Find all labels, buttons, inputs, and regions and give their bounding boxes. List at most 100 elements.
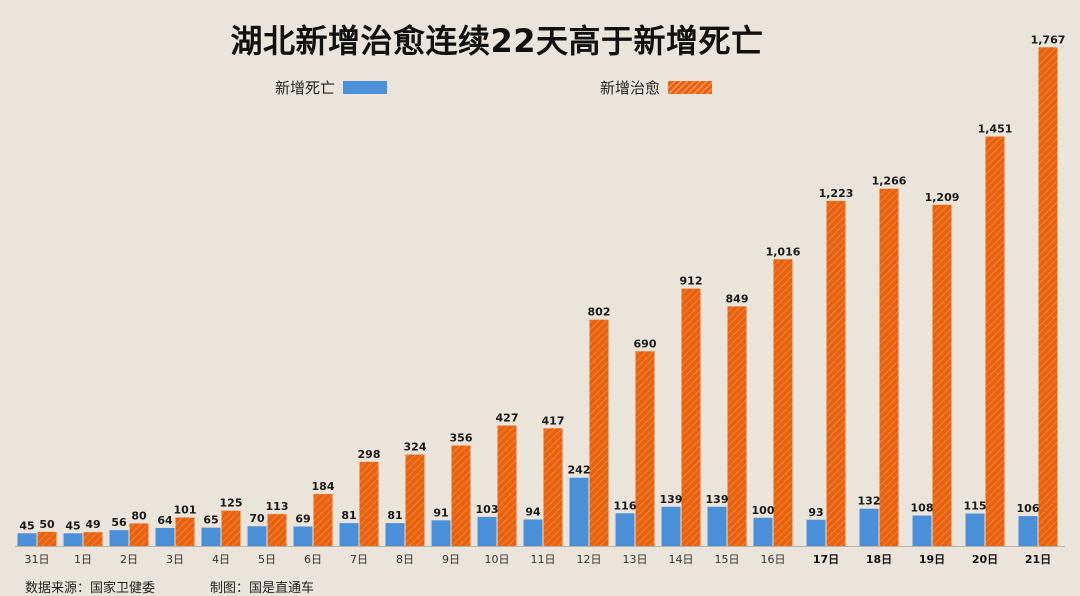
new-deaths-bar-20: [965, 513, 985, 546]
x-tick-label-14: 14日: [669, 553, 694, 566]
new-cured-bar-7: [359, 461, 379, 546]
x-tick-label-8: 8日: [396, 553, 414, 566]
new-deaths-bar-13: [615, 513, 635, 546]
x-tick-label-2: 2日: [120, 553, 138, 566]
new-cured-value-label-12: 802: [588, 306, 611, 319]
new-deaths-value-label-20: 115: [964, 500, 987, 513]
new-cured-value-label-3: 101: [174, 503, 197, 516]
new-deaths-value-label-15: 139: [706, 493, 729, 506]
new-cured-bar-18: [879, 188, 899, 546]
legend-label-new-cured: 新增治愈: [600, 78, 661, 97]
new-deaths-value-label-14: 139: [660, 493, 683, 506]
new-deaths-value-label-9: 91: [433, 506, 448, 519]
new-deaths-bar-4: [201, 527, 221, 546]
x-tick-label-18: 18日: [866, 553, 892, 566]
new-deaths-bar-21: [1018, 516, 1038, 546]
x-tick-label-12: 12日: [577, 553, 602, 566]
chart-credit-note: 制图：国是直通车: [210, 581, 315, 596]
legend-item-new-cured: 新增治愈: [600, 77, 713, 97]
new-deaths-bar-16: [753, 517, 773, 546]
new-cured-bar-15: [727, 306, 747, 546]
new-cured-value-label-4: 125: [220, 497, 243, 510]
new-deaths-value-label-0: 45: [19, 519, 34, 532]
new-deaths-value-label-11: 94: [525, 505, 541, 518]
x-tick-label-0: 31日: [25, 553, 50, 566]
new-cured-value-label-13: 690: [634, 337, 657, 350]
new-deaths-bar-9: [431, 520, 451, 546]
new-deaths-value-label-10: 103: [476, 503, 499, 516]
new-deaths-value-label-5: 70: [249, 512, 265, 525]
new-deaths-bar-17: [806, 519, 826, 546]
new-deaths-value-label-4: 65: [203, 514, 218, 527]
new-cured-value-label-8: 324: [404, 441, 427, 454]
new-cured-value-label-10: 427: [496, 411, 519, 424]
new-deaths-bar-11: [523, 519, 543, 546]
new-cured-value-label-11: 417: [542, 414, 565, 427]
new-cured-bar-17: [826, 200, 846, 546]
new-deaths-bar-2: [109, 530, 129, 546]
new-cured-bar-10: [497, 425, 517, 546]
new-deaths-bar-12: [569, 477, 589, 546]
new-cured-bar-1: [83, 532, 103, 546]
new-cured-bar-0: [37, 531, 57, 546]
new-cured-bar-2: [129, 523, 149, 546]
x-tick-label-9: 9日: [442, 553, 460, 566]
new-cured-value-label-16: 1,016: [766, 245, 801, 258]
new-deaths-value-label-19: 108: [911, 502, 934, 515]
new-deaths-value-label-8: 81: [387, 509, 402, 522]
new-deaths-bar-0: [17, 533, 37, 546]
new-cured-bar-12: [589, 319, 609, 546]
x-tick-label-1: 1日: [74, 553, 92, 566]
new-cured-bar-20: [985, 136, 1005, 547]
x-tick-label-20: 20日: [972, 553, 998, 566]
new-cured-value-label-7: 298: [358, 448, 381, 461]
new-deaths-bar-8: [385, 523, 405, 546]
new-cured-bar-5: [267, 514, 287, 546]
new-cured-value-label-21: 1,767: [1031, 33, 1066, 46]
bars-group: [17, 47, 1058, 547]
new-cured-bar-4: [221, 510, 241, 546]
new-deaths-bar-15: [707, 506, 727, 546]
new-cured-value-label-6: 184: [312, 480, 335, 493]
legend-item-new-deaths: 新增死亡: [275, 77, 388, 97]
new-cured-bar-3: [175, 517, 195, 546]
new-cured-value-label-0: 50: [39, 518, 55, 531]
legend-label-new-deaths: 新增死亡: [275, 78, 336, 97]
x-tick-label-5: 5日: [258, 553, 276, 566]
new-deaths-bar-1: [63, 533, 83, 546]
new-deaths-bar-5: [247, 526, 267, 546]
new-cured-bar-8: [405, 454, 425, 546]
new-cured-value-label-5: 113: [266, 500, 289, 513]
x-tick-label-11: 11日: [531, 553, 556, 566]
new-deaths-value-label-17: 93: [808, 506, 823, 519]
new-cured-bar-13: [635, 351, 655, 546]
new-deaths-bar-18: [859, 508, 879, 546]
new-cured-value-label-20: 1,451: [978, 122, 1013, 135]
new-deaths-bar-14: [661, 506, 681, 546]
x-tick-label-3: 3日: [166, 553, 184, 566]
new-deaths-bar-19: [912, 515, 932, 546]
new-cured-bar-6: [313, 494, 333, 546]
new-deaths-value-label-18: 132: [858, 495, 881, 508]
new-deaths-value-label-13: 116: [614, 499, 637, 512]
new-deaths-value-label-6: 69: [295, 513, 310, 526]
new-cured-bar-11: [543, 428, 563, 546]
x-tick-label-19: 19日: [919, 553, 945, 566]
new-deaths-value-label-7: 81: [341, 509, 356, 522]
legend-swatch-new-cured: [668, 80, 713, 94]
new-deaths-bar-10: [477, 516, 497, 546]
new-cured-bar-19: [932, 204, 952, 546]
new-cured-value-label-15: 849: [726, 292, 749, 305]
new-cured-value-label-14: 912: [680, 275, 703, 288]
new-deaths-value-label-12: 242: [568, 464, 591, 477]
x-tick-label-16: 16日: [761, 553, 786, 566]
new-cured-value-label-1: 49: [85, 518, 100, 531]
x-tick-labels-group: 31日 1日 2日 3日 4日 5日 6日 7日 8日 9日 10日 11日 12日 13日 14日 15日 1…: [25, 553, 1052, 566]
x-tick-label-21: 21日: [1025, 553, 1051, 566]
new-cured-value-label-9: 356: [450, 432, 473, 445]
x-tick-label-17: 17日: [813, 553, 839, 566]
data-source-note: 数据来源：国家卫健委: [25, 581, 156, 596]
new-deaths-value-label-2: 56: [111, 516, 127, 529]
